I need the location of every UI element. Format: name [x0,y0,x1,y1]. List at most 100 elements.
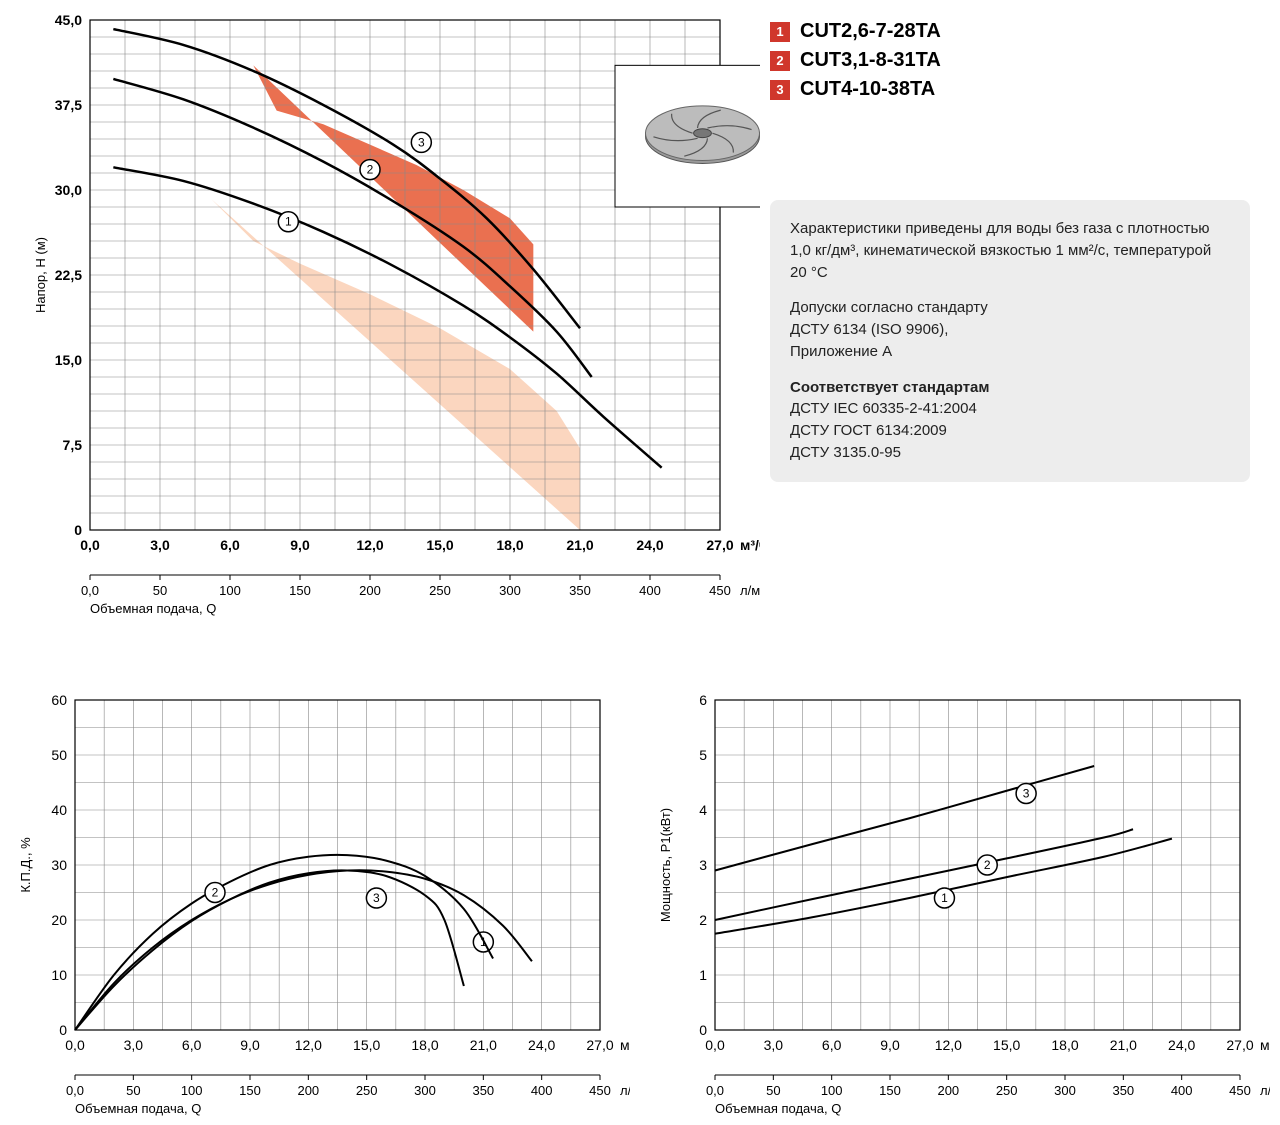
svg-text:6: 6 [699,692,707,708]
svg-text:37,5: 37,5 [55,97,82,113]
svg-text:21,0: 21,0 [566,537,593,553]
svg-text:Объемная подача, Q: Объемная подача, Q [90,601,216,616]
svg-text:45,0: 45,0 [55,12,82,28]
svg-text:20: 20 [51,912,67,928]
svg-text:350: 350 [1112,1083,1134,1098]
info-conditions: Характеристики приведены для воды без га… [790,218,1230,283]
svg-text:3,0: 3,0 [124,1037,144,1053]
svg-text:12,0: 12,0 [935,1037,962,1053]
svg-text:1: 1 [699,967,707,983]
svg-text:л/мин: л/мин [740,583,760,598]
svg-text:30,0: 30,0 [55,182,82,198]
svg-text:2: 2 [699,912,707,928]
legend-item: 3CUT4-10-38TA [770,78,941,101]
svg-text:Объемная подача, Q: Объемная подача, Q [75,1101,201,1116]
svg-text:л/мин: л/мин [620,1083,630,1098]
svg-text:50: 50 [766,1083,780,1098]
svg-text:6,0: 6,0 [220,537,240,553]
svg-text:3: 3 [373,891,380,905]
info-tolerances: Допуски согласно стандартуДСТУ 6134 (ISO… [790,297,1230,362]
svg-text:24,0: 24,0 [636,537,663,553]
info-panel: Характеристики приведены для воды без га… [770,200,1250,482]
svg-text:450: 450 [589,1083,611,1098]
svg-text:40: 40 [51,802,67,818]
svg-text:350: 350 [569,583,591,598]
svg-text:10: 10 [51,967,67,983]
svg-text:3: 3 [1023,787,1030,801]
model-legend: 1CUT2,6-7-28TA2CUT3,1-8-31TA3CUT4-10-38T… [770,20,941,107]
svg-text:3,0: 3,0 [150,537,170,553]
svg-text:15,0: 15,0 [426,537,453,553]
svg-text:30: 30 [51,857,67,873]
svg-text:5: 5 [699,747,707,763]
svg-text:21,0: 21,0 [1110,1037,1137,1053]
svg-text:м³/ч: м³/ч [620,1037,630,1053]
svg-text:200: 200 [937,1083,959,1098]
svg-text:24,0: 24,0 [1168,1037,1195,1053]
legend-item: 2CUT3,1-8-31TA [770,49,941,72]
svg-text:200: 200 [359,583,381,598]
svg-text:2: 2 [367,163,374,177]
svg-text:0,0: 0,0 [81,583,99,598]
svg-text:21,0: 21,0 [470,1037,497,1053]
svg-text:6,0: 6,0 [822,1037,842,1053]
svg-text:3: 3 [699,857,707,873]
svg-text:9,0: 9,0 [880,1037,900,1053]
chart-power: 01234560,03,06,09,012,015,018,021,024,02… [660,690,1270,1120]
svg-text:100: 100 [219,583,241,598]
svg-text:15,0: 15,0 [55,352,82,368]
svg-text:400: 400 [639,583,661,598]
svg-text:3,0: 3,0 [764,1037,784,1053]
legend-badge: 3 [770,80,790,100]
svg-text:0,0: 0,0 [706,1083,724,1098]
svg-text:0,0: 0,0 [705,1037,725,1053]
chart-efficiency: 01020304050600,03,06,09,012,015,018,021,… [20,690,630,1120]
svg-text:0: 0 [74,522,82,538]
svg-text:0,0: 0,0 [65,1037,85,1053]
chart-head-flow: 0 7,5 15,0 22,5 30,0 37,5 45,0 0,0 3,0 6,0 9,0 12,0… [20,10,760,670]
svg-text:450: 450 [1229,1083,1251,1098]
svg-text:м³/ч: м³/ч [1260,1037,1270,1053]
svg-text:л/мин: л/мин [1260,1083,1270,1098]
svg-text:27,0: 27,0 [706,537,733,553]
svg-text:Объемная подача, Q: Объемная подача, Q [715,1101,841,1116]
svg-text:300: 300 [414,1083,436,1098]
svg-text:м³/ч: м³/ч [740,537,760,553]
svg-text:3: 3 [418,135,425,149]
svg-text:9,0: 9,0 [290,537,310,553]
svg-text:12,0: 12,0 [356,537,383,553]
svg-text:1: 1 [285,215,292,229]
svg-text:450: 450 [709,583,731,598]
svg-text:100: 100 [821,1083,843,1098]
svg-text:50: 50 [153,583,167,598]
svg-text:К.П.Д., %: К.П.Д., % [20,837,33,893]
legend-badge: 2 [770,51,790,71]
svg-text:200: 200 [297,1083,319,1098]
svg-text:250: 250 [429,583,451,598]
svg-text:400: 400 [1171,1083,1193,1098]
legend-badge: 1 [770,22,790,42]
svg-text:27,0: 27,0 [1226,1037,1253,1053]
svg-text:400: 400 [531,1083,553,1098]
info-standards: Соответствует стандартам ДСТУ IEC 60335-… [790,377,1230,464]
svg-text:250: 250 [996,1083,1018,1098]
svg-text:50: 50 [51,747,67,763]
svg-text:150: 150 [239,1083,261,1098]
svg-text:150: 150 [879,1083,901,1098]
svg-text:9,0: 9,0 [240,1037,260,1053]
svg-text:300: 300 [499,583,521,598]
svg-text:18,0: 18,0 [411,1037,438,1053]
svg-text:22,5: 22,5 [55,267,82,283]
svg-text:15,0: 15,0 [993,1037,1020,1053]
svg-text:60: 60 [51,692,67,708]
svg-text:18,0: 18,0 [1051,1037,1078,1053]
svg-text:0: 0 [699,1022,707,1038]
svg-text:15,0: 15,0 [353,1037,380,1053]
svg-text:18,0: 18,0 [496,537,523,553]
svg-text:2: 2 [212,886,219,900]
svg-text:100: 100 [181,1083,203,1098]
svg-text:7,5: 7,5 [63,437,83,453]
svg-text:350: 350 [472,1083,494,1098]
svg-text:2: 2 [984,858,991,872]
svg-text:150: 150 [289,583,311,598]
